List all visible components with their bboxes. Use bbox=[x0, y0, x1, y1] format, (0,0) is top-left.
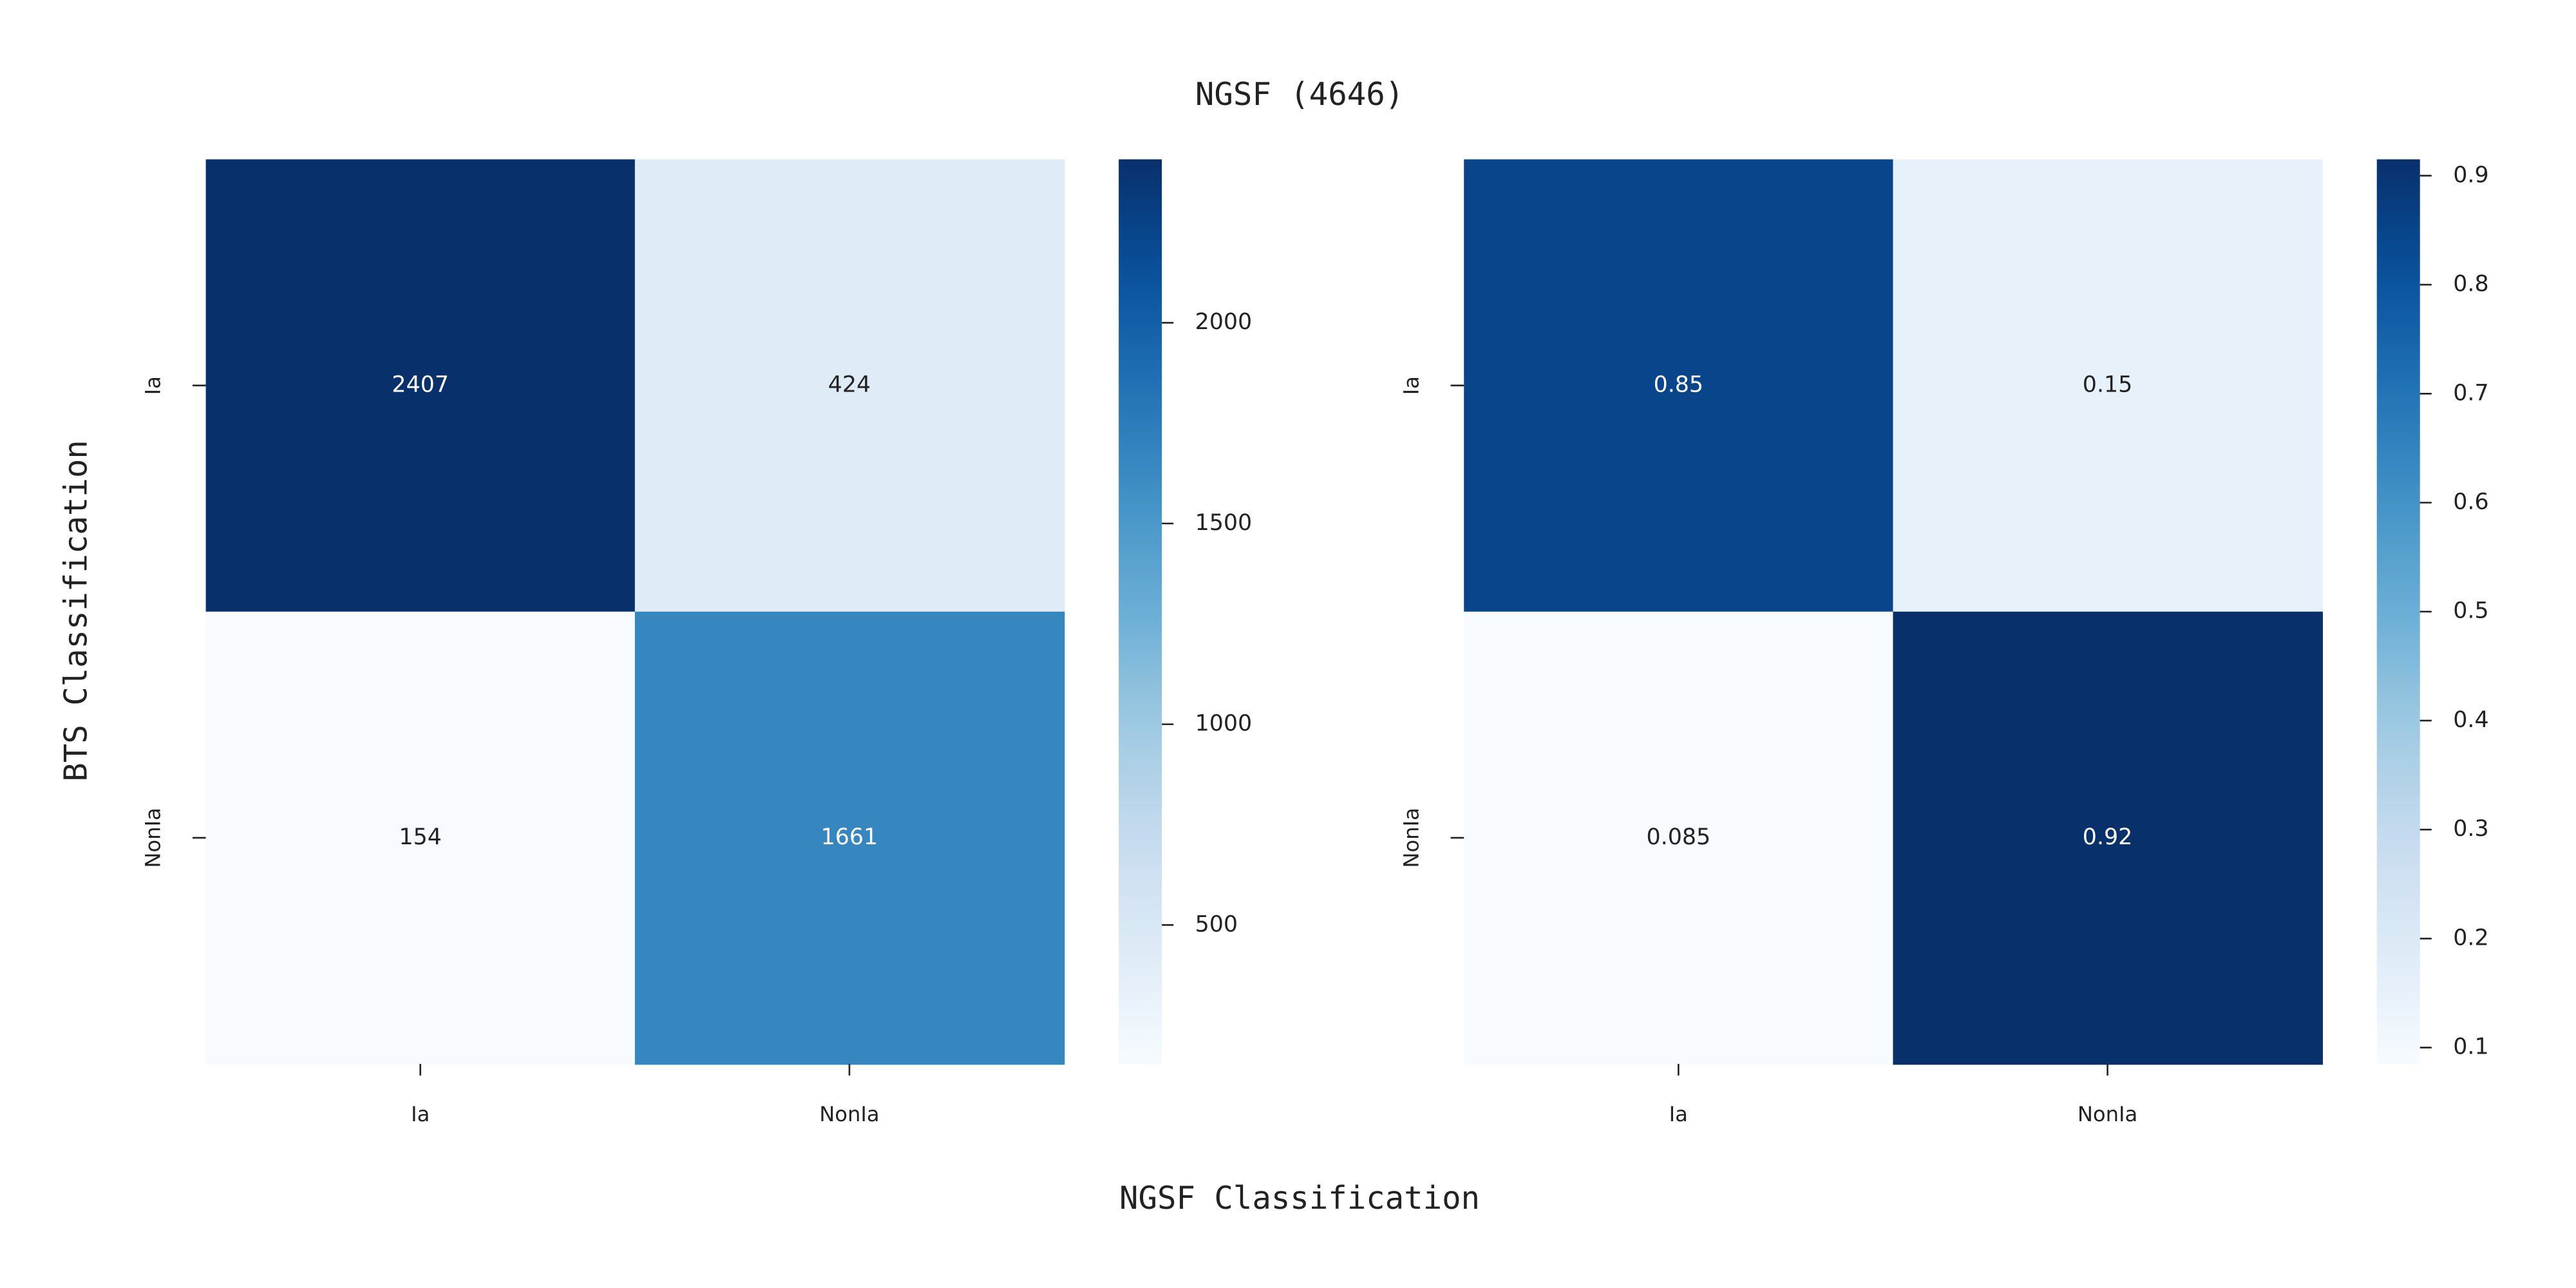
colorbar-tick-label: 0.4 bbox=[2453, 707, 2488, 733]
y-tick-label: NonIa bbox=[141, 808, 166, 867]
heatmap-cell bbox=[1893, 611, 2323, 1065]
cell-label: 0.085 bbox=[1647, 824, 1711, 850]
colorbar-tick-label: 1000 bbox=[1195, 711, 1253, 737]
y-tick-label: Ia bbox=[141, 376, 166, 395]
heatmap-cell bbox=[634, 611, 1065, 1065]
colorbar-tick-label: 2000 bbox=[1195, 309, 1253, 335]
cell-label: 2407 bbox=[392, 372, 449, 398]
y-tick-label: NonIa bbox=[1399, 808, 1423, 867]
x-tick-label: NonIa bbox=[2078, 1102, 2137, 1126]
x-tick-label: NonIa bbox=[819, 1102, 879, 1126]
figure-title: NGSF (4646) bbox=[1195, 76, 1404, 113]
cell-label: 154 bbox=[399, 824, 442, 850]
y-tick-label: Ia bbox=[1399, 376, 1423, 395]
colorbar-tick-label: 0.1 bbox=[2453, 1034, 2488, 1060]
y-axis-label: BTS Classification bbox=[58, 440, 95, 782]
x-tick-label: Ia bbox=[1669, 1102, 1688, 1126]
colorbar-tick-label: 0.6 bbox=[2453, 489, 2488, 515]
heatmap-cell bbox=[1464, 611, 1894, 1065]
x-axis-label: NGSF Classification bbox=[1119, 1180, 1480, 1217]
heatmap-cell bbox=[634, 159, 1065, 613]
cell-label: 424 bbox=[828, 372, 871, 398]
cell-label: 0.15 bbox=[2083, 372, 2132, 398]
colorbar-tick-label: 0.2 bbox=[2453, 925, 2488, 951]
colorbar-tick-label: 0.7 bbox=[2453, 380, 2488, 406]
colorbar-tick-label: 0.8 bbox=[2453, 271, 2488, 297]
cell-label: 0.85 bbox=[1654, 372, 1703, 398]
colorbar-tick-label: 0.9 bbox=[2453, 162, 2488, 188]
colorbar-tick-label: 500 bbox=[1195, 911, 1238, 937]
heatmap-cell bbox=[205, 159, 636, 613]
heatmap-cell bbox=[1464, 159, 1894, 613]
colorbar bbox=[2376, 159, 2420, 1065]
cell-label: 1661 bbox=[821, 824, 878, 850]
cell-label: 0.92 bbox=[2083, 824, 2132, 850]
heatmap-cell bbox=[205, 611, 636, 1065]
x-tick-label: Ia bbox=[411, 1102, 430, 1126]
colorbar bbox=[1119, 159, 1162, 1065]
heatmap-cell bbox=[1893, 159, 2323, 613]
colorbar-tick-label: 0.3 bbox=[2453, 816, 2488, 842]
colorbar-tick-label: 0.5 bbox=[2453, 598, 2488, 624]
colorbar-tick-label: 1500 bbox=[1195, 510, 1253, 536]
